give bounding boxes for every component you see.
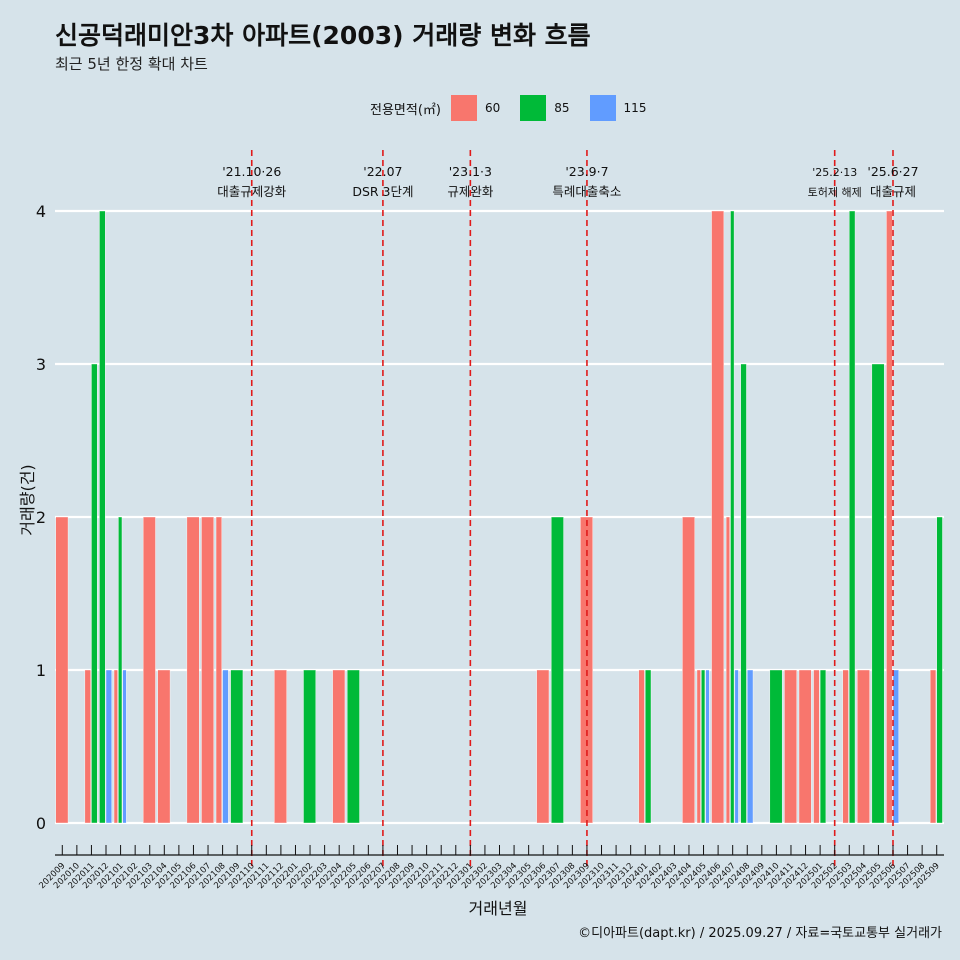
- legend-label-60: 60: [484, 101, 501, 115]
- bar-85-202408: [740, 363, 747, 824]
- bar-115-202012: [105, 669, 112, 824]
- event-label: 특례대출축소: [552, 184, 621, 199]
- bar-60-202103: [142, 516, 156, 824]
- bar-60-202501: [813, 669, 820, 824]
- bar-115-202101: [122, 669, 127, 824]
- bar-60-202411: [784, 669, 797, 824]
- bar-85-202509: [936, 516, 943, 824]
- bar-60-202101: [113, 669, 118, 824]
- event-label: 규제완화: [447, 184, 494, 199]
- bar-85-202012: [99, 210, 106, 824]
- bar-115-202506: [892, 669, 899, 824]
- event-date-label: '22.07: [363, 164, 402, 179]
- bar-85-202307: [551, 516, 564, 824]
- bar-60-202509: [929, 669, 937, 824]
- bar-60-202106: [186, 516, 200, 824]
- bar-60-202407: [725, 516, 730, 824]
- event-label: 대출규제강화: [217, 184, 287, 199]
- bar-85-202401: [645, 669, 652, 824]
- bar-60-202504: [857, 669, 870, 824]
- x-axis: 2020092020102020112020122021012021022021…: [37, 845, 944, 891]
- bar-60-202412: [798, 669, 812, 824]
- bar-85-202011: [91, 363, 98, 824]
- event-date-label: '23.9·7: [565, 164, 608, 179]
- bar-85-202101: [118, 516, 123, 824]
- bar-60-202009: [55, 516, 69, 824]
- legend-title: 전용면적(㎡): [370, 102, 441, 118]
- event-date-label: '25.2·13: [812, 166, 857, 179]
- legend-swatch-115: [589, 95, 616, 121]
- bar-85-202505: [871, 363, 885, 824]
- event-label: DSR 3단계: [352, 184, 413, 199]
- bar-85-202503: [849, 210, 856, 824]
- bar-85-202410: [769, 669, 783, 824]
- bar-60-202506: [886, 210, 893, 824]
- bar-60-202406: [711, 210, 725, 824]
- bar-60-202306: [536, 669, 550, 824]
- bar-85-202109: [230, 669, 244, 824]
- chart-title: 신공덕래미안3차 아파트(2003) 거래량 변화 흐름: [55, 21, 591, 50]
- chart-subtitle: 최근 5년 한정 확대 차트: [55, 55, 208, 73]
- y-axis: 0 1 2 3 4: [36, 202, 46, 833]
- legend-swatch-60: [450, 95, 477, 121]
- bar-115-202407: [734, 669, 739, 824]
- event-label: 토허제 해제: [808, 185, 862, 199]
- bar-85-202205: [347, 669, 360, 824]
- bar-115-202108: [222, 669, 229, 824]
- bar-115-202408: [747, 669, 754, 824]
- y-tick-label: 2: [36, 508, 46, 527]
- bar-85-202407: [730, 210, 735, 824]
- bar-60-202405: [696, 669, 701, 824]
- bar-60-202104: [157, 669, 171, 824]
- bar-60-202404: [682, 516, 695, 824]
- y-axis-title: 거래량(건): [18, 464, 37, 535]
- bar-85-202501: [819, 669, 827, 824]
- event-date-label: '21.10·26: [222, 164, 281, 179]
- bar-115-202405: [705, 669, 710, 824]
- event-lines: '21.10·26 대출규제강화 '22.07 DSR 3단계 '23.1·3 규제완화 '…: [217, 150, 919, 869]
- event-date-label: '25.6·27: [867, 164, 918, 179]
- bar-60-202503: [842, 669, 849, 824]
- bar-60-202112: [274, 669, 287, 824]
- bar-85-202202: [303, 669, 316, 824]
- bar-60-202204: [332, 669, 346, 824]
- legend-label-85: 85: [554, 101, 570, 115]
- y-tick-label: 3: [36, 355, 46, 374]
- bar-60-202107: [201, 516, 214, 824]
- y-tick-label: 4: [36, 202, 46, 221]
- event-date-label: '23.1·3: [449, 164, 492, 179]
- bar-60-202401: [638, 669, 645, 824]
- x-axis-title: 거래년월: [469, 899, 528, 918]
- y-tick-label: 0: [36, 814, 46, 833]
- source-caption: ©디아파트(dapt.kr) / 2025.09.27 / 자료=국토교통부 실…: [578, 926, 942, 941]
- y-tick-label: 1: [36, 661, 46, 680]
- bar-60-202011: [84, 669, 91, 824]
- bar-60-202108: [215, 516, 222, 824]
- legend-swatch-85: [520, 95, 547, 121]
- bars: [55, 210, 943, 824]
- bar-85-202405: [701, 669, 706, 824]
- event-label: 대출규제: [870, 184, 916, 199]
- legend-label-115: 115: [623, 101, 647, 115]
- legend: 전용면적(㎡) 60 85 115: [370, 94, 666, 122]
